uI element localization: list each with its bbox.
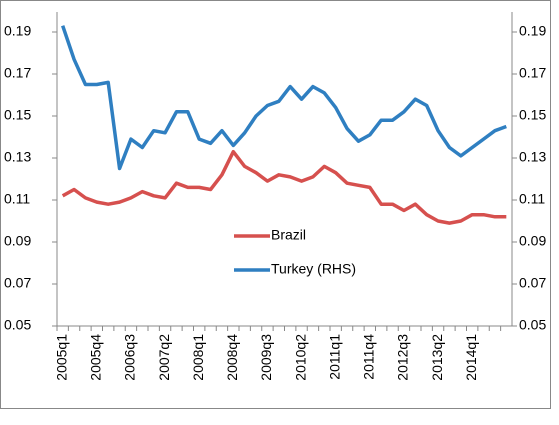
chart-frame — [0, 0, 551, 409]
y2-tick-label: 0.17 — [519, 65, 546, 81]
x-tick-label: 2007q2 — [156, 334, 172, 381]
y-tick-label: 0.15 — [4, 107, 31, 123]
x-tick-label: 2011q4 — [361, 334, 377, 380]
legend-label: Turkey (RHS) — [271, 261, 356, 277]
y-tick-label: 0.11 — [4, 191, 30, 207]
x-tick-label: 2011q1 — [326, 334, 342, 380]
y-tick-label: 0.05 — [4, 317, 31, 333]
series-line — [61, 149, 507, 225]
x-tick-label: 2010q2 — [292, 334, 308, 381]
series-line — [61, 25, 507, 171]
x-tick-label: 2008q4 — [224, 334, 240, 381]
x-tick-label: 2008q1 — [190, 334, 206, 381]
x-tick-label: 2005q1 — [53, 334, 69, 381]
y2-tick-label: 0.13 — [519, 149, 546, 165]
x-tick-label: 2006q3 — [122, 334, 138, 381]
y-tick-label: 0.09 — [4, 233, 31, 249]
y-tick-label: 0.17 — [4, 65, 31, 81]
y2-tick-label: 0.11 — [519, 191, 545, 207]
y2-tick-label: 0.07 — [519, 275, 546, 291]
y2-tick-label: 0.19 — [519, 23, 546, 39]
y-tick-label: 0.07 — [4, 275, 31, 291]
y-tick-label: 0.19 — [4, 23, 31, 39]
x-tick-label: 2005q4 — [88, 334, 104, 381]
x-tick-label: 2013q2 — [429, 334, 445, 381]
x-tick-label: 2012q3 — [395, 334, 411, 381]
y2-tick-label: 0.05 — [519, 317, 546, 333]
y-tick-label: 0.13 — [4, 149, 31, 165]
y2-tick-label: 0.15 — [519, 107, 546, 123]
x-tick-label: 2009q3 — [258, 334, 274, 381]
y2-tick-label: 0.09 — [519, 233, 546, 249]
legend-label: Brazil — [271, 227, 306, 243]
x-tick-label: 2014q1 — [463, 334, 479, 381]
